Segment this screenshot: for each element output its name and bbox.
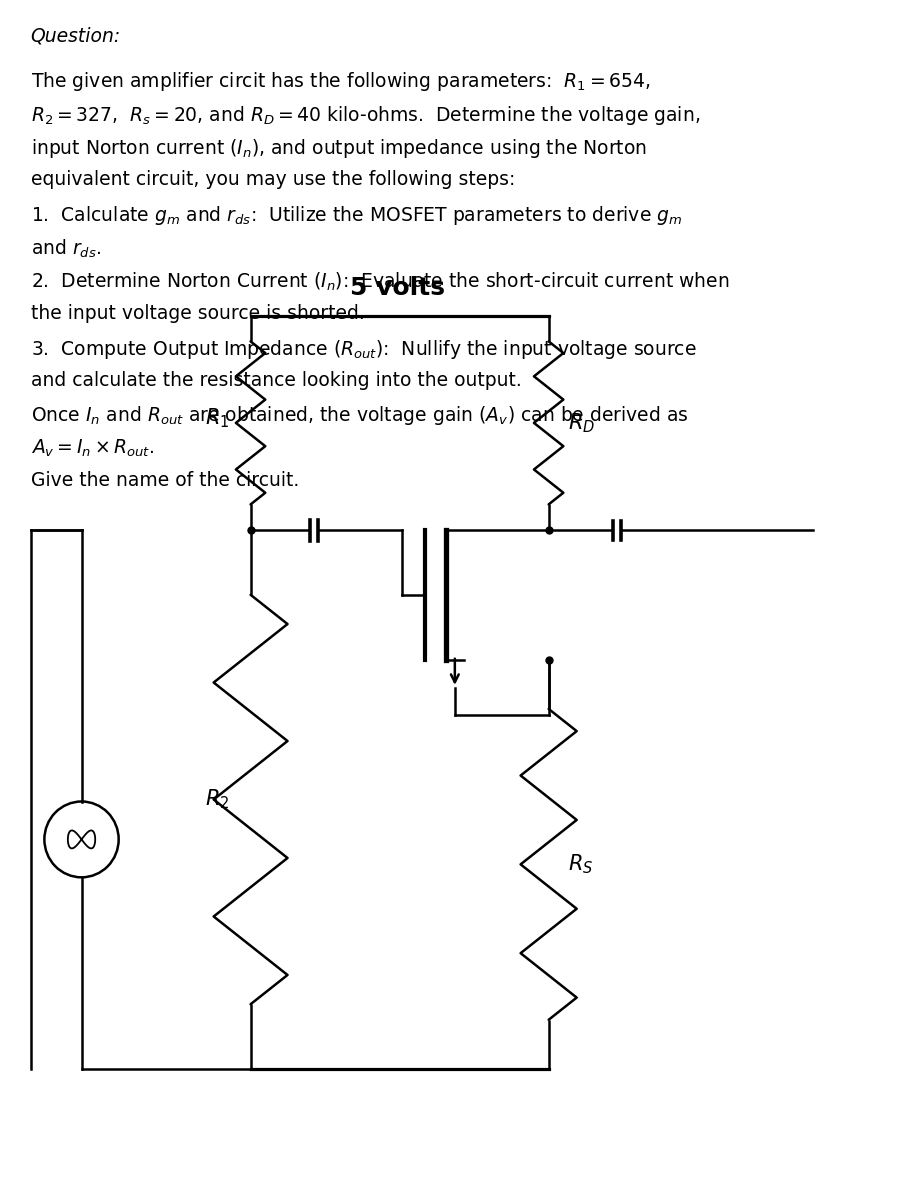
Text: 5 volts: 5 volts <box>350 276 445 300</box>
Text: $R_2 = 327$,  $R_s = 20$, and $R_D = 40$ kilo-ohms.  Determine the voltage gain,: $R_2 = 327$, $R_s = 20$, and $R_D = 40$ … <box>31 104 700 126</box>
Text: $R_D$: $R_D$ <box>568 411 596 434</box>
Text: $R_2$: $R_2$ <box>204 788 229 812</box>
Text: 2.  Determine Norton Current ($I_n$):  Evaluate the short-circuit current when: 2. Determine Norton Current ($I_n$): Eva… <box>31 270 729 293</box>
Text: Give the name of the circuit.: Give the name of the circuit. <box>31 471 299 490</box>
Text: equivalent circuit, you may use the following steps:: equivalent circuit, you may use the foll… <box>31 170 515 190</box>
Text: Once $I_n$ and $R_{out}$ are obtained, the voltage gain ($A_v$) can be derived a: Once $I_n$ and $R_{out}$ are obtained, t… <box>31 405 688 427</box>
Text: Question:: Question: <box>31 26 121 45</box>
Text: and $r_{ds}$.: and $r_{ds}$. <box>31 237 102 260</box>
Text: the input voltage source is shorted.: the input voltage source is shorted. <box>31 304 364 323</box>
Text: $R_1$: $R_1$ <box>204 406 229 430</box>
Text: The given amplifier circit has the following parameters:  $R_1 = 654$,: The given amplifier circit has the follo… <box>31 71 650 93</box>
Text: 1.  Calculate $g_m$ and $r_{ds}$:  Utilize the MOSFET parameters to derive $g_m$: 1. Calculate $g_m$ and $r_{ds}$: Utilize… <box>31 204 682 227</box>
Text: $R_S$: $R_S$ <box>568 853 594 877</box>
Text: 3.  Compute Output Impedance ($R_{out}$):  Nullify the input voltage source: 3. Compute Output Impedance ($R_{out}$):… <box>31 337 696 361</box>
Text: $A_v = I_n \times R_{out}$.: $A_v = I_n \times R_{out}$. <box>31 438 154 459</box>
Text: input Norton current ($I_n$), and output impedance using the Norton: input Norton current ($I_n$), and output… <box>31 137 646 160</box>
Text: and calculate the resistance looking into the output.: and calculate the resistance looking int… <box>31 371 521 391</box>
